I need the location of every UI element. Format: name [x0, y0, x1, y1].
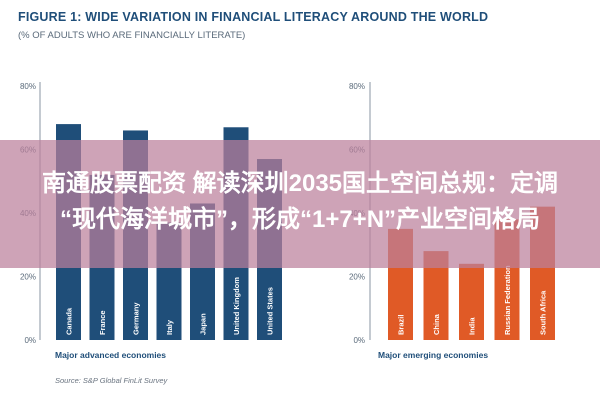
y-tick-label: 80% — [20, 82, 36, 91]
bar-category-label: United Kingdom — [232, 277, 241, 335]
bar-category-label: Italy — [165, 319, 174, 335]
headline-line-1: 南通股票配资 解读深圳2035国土空间总规：定调 — [41, 170, 559, 197]
y-tick-label: 20% — [20, 273, 36, 282]
figure-subtitle: (% OF ADULTS WHO ARE FINANCIALLY LITERAT… — [18, 30, 246, 41]
bar-category-label: South Africa — [539, 290, 548, 335]
bar-category-label: United States — [266, 287, 275, 335]
figure-title: FIGURE 1: WIDE VARIATION IN FINANCIAL LI… — [18, 10, 489, 24]
bar-category-label: Russian Federation — [503, 265, 512, 335]
y-tick-label: 0% — [353, 336, 365, 345]
y-tick-label: 20% — [349, 273, 365, 282]
bar-category-label: France — [98, 310, 107, 335]
source-note: Source: S&P Global FinLit Survey — [55, 376, 168, 385]
headline: 南通股票配资 解读深圳2035国土空间总规：定调 “现代海洋城市”，形成“1+7… — [0, 166, 600, 238]
bar-category-label: India — [468, 317, 477, 335]
bar-category-label: Japan — [199, 313, 208, 335]
y-tick-label: 80% — [349, 82, 365, 91]
headline-line-2: “现代海洋城市”，形成“1+7+N”产业空间格局 — [59, 206, 541, 233]
group-title-emerging: Major emerging economies — [378, 350, 489, 360]
bar-category-label: Germany — [132, 302, 141, 335]
group-title-advanced: Major advanced economies — [55, 350, 167, 360]
bar-category-label: China — [432, 313, 441, 335]
bar — [459, 263, 484, 340]
bar-category-label: Brazil — [397, 315, 406, 335]
bar-category-label: Canada — [65, 307, 74, 335]
headline-banner — [0, 140, 600, 268]
y-tick-label: 0% — [24, 336, 36, 345]
